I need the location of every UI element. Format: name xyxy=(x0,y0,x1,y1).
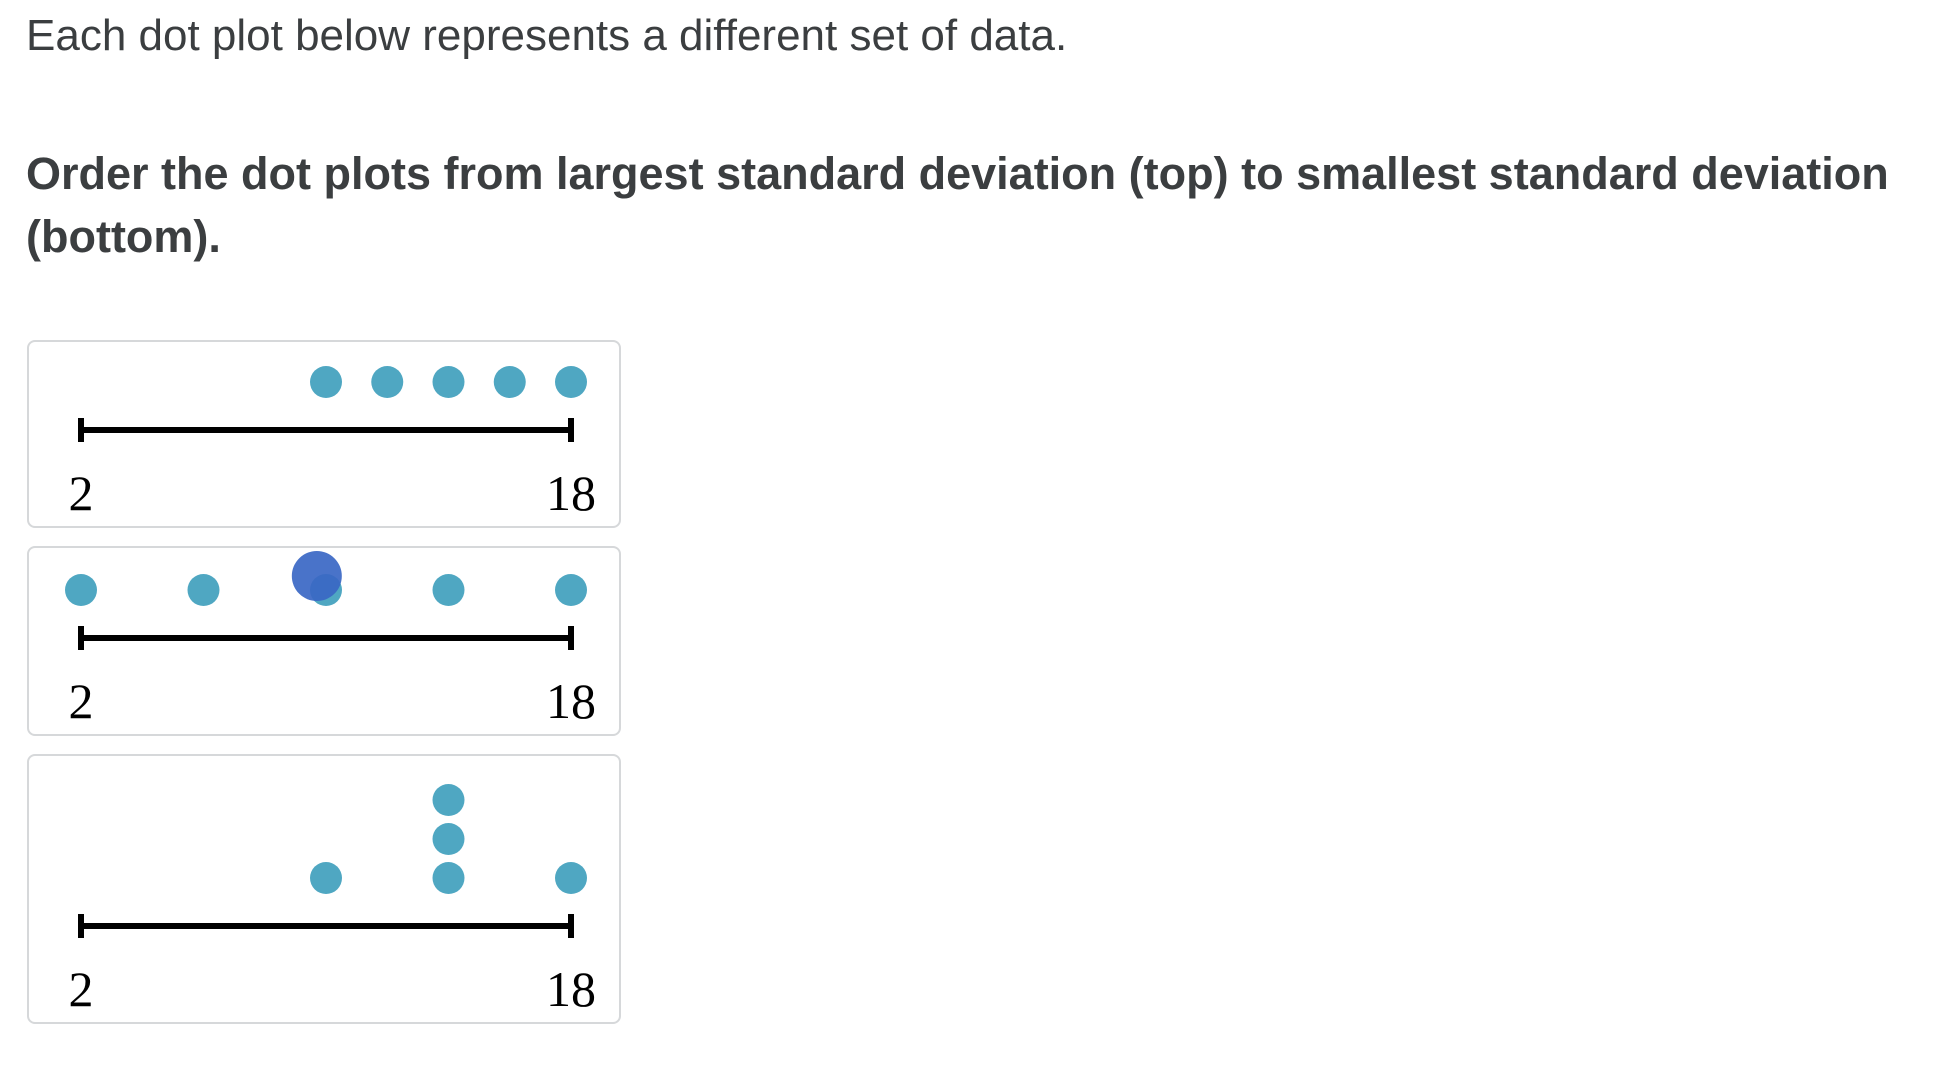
tick-label-min: 2 xyxy=(69,465,94,521)
data-dot xyxy=(187,574,220,606)
data-dot xyxy=(432,823,465,855)
data-dot xyxy=(555,366,587,398)
data-dot xyxy=(310,862,342,894)
tick-label-max: 18 xyxy=(546,465,596,521)
data-dot xyxy=(493,366,526,398)
tick-label-min: 2 xyxy=(69,961,94,1017)
dot-plot-card-3[interactable]: 2 18 xyxy=(27,754,621,1024)
sortable-dot-plot-list: 2 18 2 18 2 18 xyxy=(27,340,621,1042)
tick-label-max: 18 xyxy=(546,961,596,1017)
data-dot xyxy=(555,862,587,894)
dot-plot-card-1[interactable]: 2 18 xyxy=(27,340,621,528)
data-dot xyxy=(65,574,97,606)
tick-label-min: 2 xyxy=(69,673,94,729)
drag-cursor-handle[interactable] xyxy=(291,551,342,601)
data-dot xyxy=(371,366,404,398)
data-dot xyxy=(432,784,465,816)
data-dot xyxy=(432,862,465,894)
dot-plot-svg: 2 18 xyxy=(69,784,596,1017)
data-dot xyxy=(432,574,465,606)
tick-label-max: 18 xyxy=(546,673,596,729)
data-dot xyxy=(555,574,587,606)
dot-plot-card-2[interactable]: 2 18 xyxy=(27,546,621,736)
dot-plot-svg: 2 18 xyxy=(69,366,596,521)
intro-text: Each dot plot below represents a differe… xyxy=(26,11,1068,60)
data-dot xyxy=(432,366,465,398)
data-dot xyxy=(310,366,342,398)
instruction-text: Order the dot plots from largest standar… xyxy=(26,148,1889,262)
dot-plot-svg: 2 18 xyxy=(65,551,596,729)
